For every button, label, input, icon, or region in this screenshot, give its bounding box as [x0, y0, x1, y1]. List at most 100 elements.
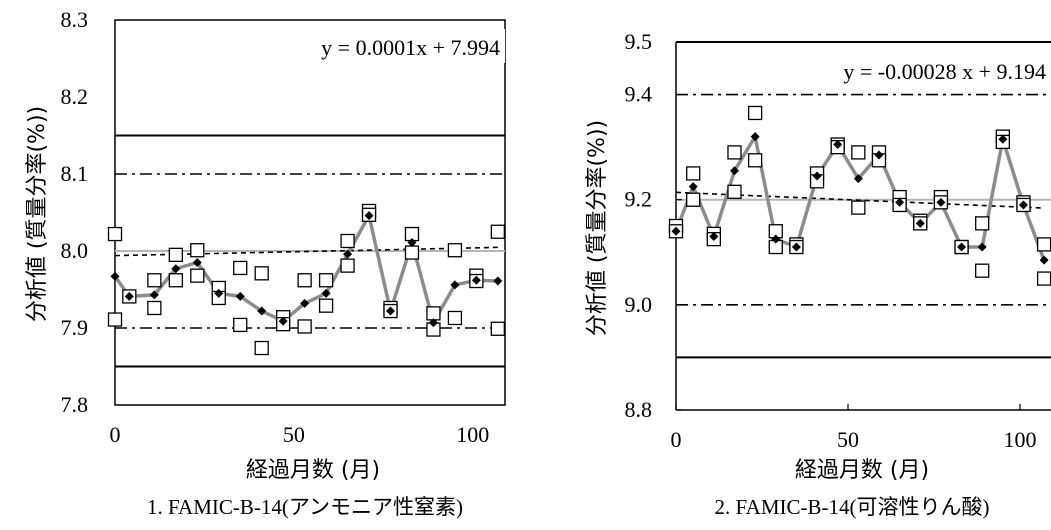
chart-2-series [668, 105, 1051, 286]
chart-1-mean-point [343, 249, 353, 259]
chart-1-mean-point [171, 264, 181, 274]
chart-2-y-tick-label: 9.4 [625, 82, 653, 107]
chart-2-mean-point [853, 174, 863, 184]
chart-2-mean-point [1018, 200, 1028, 210]
chart-1-measurement-point [107, 226, 123, 242]
chart-2-reference-lines [675, 41, 1051, 359]
chart-2-mean-point [915, 218, 925, 228]
chart-1-y-tick-label: 8.0 [61, 238, 89, 263]
chart-2-mean-point [812, 171, 822, 181]
chart-2: 8.8 9.0 9.2 9.4 9.5 0 50 100 y = -0.00028 x + 9… [585, 29, 1051, 519]
chart-1-measurement-point [190, 243, 205, 258]
chart-2-mean-point [957, 242, 967, 252]
chart-1-mean-point [278, 316, 288, 326]
chart-1-measurement-point [490, 224, 505, 239]
chart-1-measurement-point [147, 273, 162, 288]
chart-1-mean-point [471, 275, 481, 285]
chart-2-y-tick-label: 8.8 [625, 397, 653, 422]
chart-1-measurement-point [340, 258, 355, 273]
chart-1-measurement-point [490, 321, 505, 336]
chart-1-measurement-point [233, 317, 248, 333]
chart-2-caption: 2. FAMIC-B-14(可溶性りん酸) [715, 495, 990, 519]
chart-2-equation-box [770, 53, 1051, 87]
chart-2-mean-point [771, 234, 781, 244]
chart-1-mean-point [124, 291, 134, 301]
chart-2-measurement-point [686, 166, 701, 181]
chart-2-mean-point [874, 150, 884, 160]
chart-2-mean-point [833, 140, 843, 150]
chart-2-measurement-point [686, 192, 701, 207]
chart-2-y-tick-label: 9.5 [625, 29, 653, 54]
chart-1-x-tick-label: 0 [110, 422, 121, 447]
chart-1-y-tick-label: 7.9 [61, 315, 89, 340]
chart-1-caption: 1. FAMIC-B-14(アンモニア性窒素) [147, 495, 463, 519]
chart-1-equation: y = 0.0001x + 7.994 [321, 35, 500, 60]
chart-1-measurement-point [168, 247, 183, 263]
chart-1-mean-point [300, 298, 310, 308]
chart-2-x-tick-label: 100 [1004, 427, 1037, 452]
chart-1-x-tick-label: 50 [283, 422, 305, 447]
chart-1-plot-frame [114, 19, 506, 406]
chart-1-y-tick-label: 8.3 [61, 7, 89, 32]
chart-1-x-tick-label: 100 [456, 422, 489, 447]
chart-1-mean-point [407, 238, 417, 248]
chart-2-measurement-point [747, 153, 763, 168]
chart-1-series [107, 203, 505, 356]
chart-1-measurement-point [447, 243, 463, 258]
chart-2-mean-point [709, 232, 719, 242]
chart-2-mean-point [998, 134, 1008, 144]
chart-1-mean-point [257, 306, 267, 316]
chart-1-y-axis-label: 分析値 (質量分率(%)) [25, 106, 50, 322]
chart-2-measurement-point [851, 200, 866, 215]
chart-1-measurement-point [447, 310, 463, 326]
chart-2-y-axis-label: 分析値 (質量分率(%)) [585, 120, 610, 336]
chart-2-mean-point [729, 166, 739, 176]
chart-1-measurement-point [297, 319, 312, 334]
chart-2-measurement-point [851, 145, 866, 160]
chart-1-mean-point [192, 258, 202, 268]
chart-1-measurement-point [190, 268, 205, 283]
chart-2-mean-point [688, 182, 698, 192]
chart-2-x-axis-label: 経過月数 (月) [795, 458, 929, 483]
chart-2-y-tick-label: 9.0 [625, 292, 653, 317]
chart-2-measurement-point [975, 263, 990, 278]
chart-1-mean-point [321, 288, 331, 298]
chart-2-measurement-point [1036, 237, 1051, 252]
chart-2-ticks: 8.8 9.0 9.2 9.4 9.5 0 50 100 [625, 29, 1037, 452]
chart-2-measurement-point [727, 184, 742, 199]
chart-1-y-tick-label: 8.2 [61, 84, 89, 109]
chart-2-mean-point [977, 242, 987, 252]
chart-2-y-tick-label: 9.2 [625, 187, 653, 212]
chart-1-mean-point [428, 318, 438, 328]
chart-1-mean-point [235, 291, 245, 301]
chart-2-trend-line [675, 191, 1045, 209]
chart-1-x-axis-label: 経過月数 (月) [246, 458, 380, 483]
chart-1-mean-point [493, 276, 503, 286]
chart-2-measurement-point [1036, 271, 1051, 286]
chart-2-mean-point [895, 197, 905, 207]
chart-1-measurement-point [340, 233, 355, 249]
chart-1-measurement-point [107, 312, 123, 327]
chart-1-mean-point [110, 271, 120, 281]
chart-1: 7.8 7.9 8.0 8.1 8.2 8.3 0 50 100 y = 0.0001x + 7… [25, 7, 506, 519]
chart-1-measurement-point [254, 340, 269, 356]
chart-1-mean-point [149, 290, 159, 300]
chart-2-measurement-point [975, 216, 990, 231]
chart-1-plot-border [114, 19, 506, 406]
chart-1-mean-point [450, 280, 460, 290]
chart-1-measurement-point [168, 273, 183, 288]
chart-1-measurement-point [297, 273, 312, 288]
chart-2-x-tick-label: 50 [837, 427, 859, 452]
chart-2-x-tick-label: 0 [671, 427, 682, 452]
chart-1-mean-point [214, 288, 224, 298]
chart-1-measurement-point [147, 300, 162, 316]
chart-1-measurement-point [233, 260, 248, 276]
chart-1-measurement-point [318, 273, 334, 288]
chart-1-equation-box [258, 29, 505, 63]
chart-2-measurement-point [727, 145, 742, 160]
chart-1-ticks: 7.8 7.9 8.0 8.1 8.2 8.3 0 50 100 [61, 7, 490, 447]
chart-2-mean-point [1039, 255, 1049, 265]
chart-2-measurement-point [747, 105, 763, 121]
chart-2-mean-point [671, 226, 681, 236]
